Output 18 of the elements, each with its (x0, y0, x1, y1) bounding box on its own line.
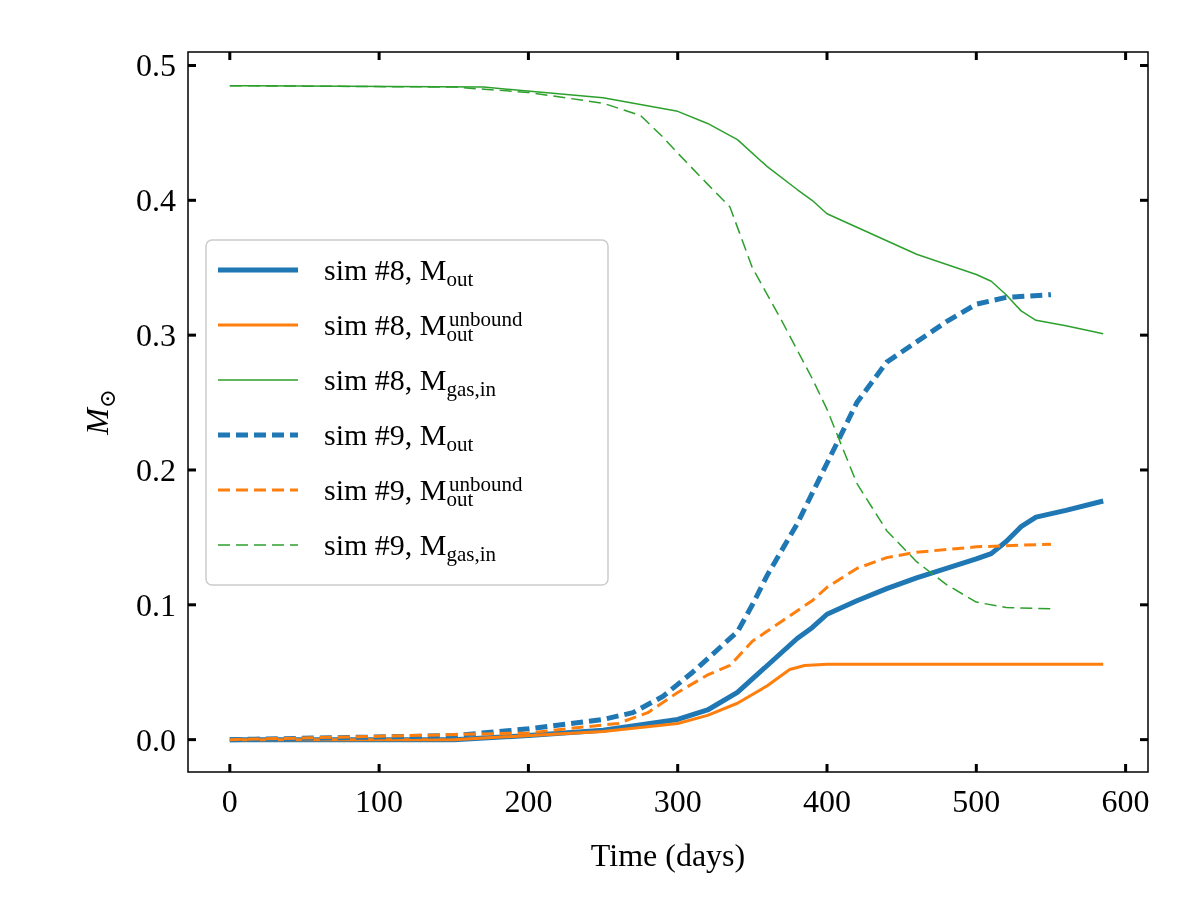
y-tick-label: 0.3 (136, 317, 176, 354)
x-tick-label: 300 (653, 783, 702, 819)
x-tick-label: 100 (355, 783, 404, 819)
legend-label: sim #9, M$_{gas,in}$ (324, 528, 497, 567)
legend-label: sim #9, M$_{out}$ (324, 418, 474, 457)
legend-label: sim #8, M$_{out}$ (324, 253, 474, 292)
x-tick-label: 0 (221, 783, 238, 819)
x-tick-label: 500 (952, 783, 1001, 819)
y-tick-label: 0.2 (136, 451, 176, 488)
x-axis-title: Time (days) (590, 837, 746, 873)
y-tick-label: 0.5 (136, 47, 176, 84)
y-tick-label: 0.4 (136, 182, 176, 219)
x-tick-label: 400 (803, 783, 851, 819)
y-tick-label: 0.1 (136, 586, 176, 623)
x-tick-label: 200 (504, 783, 553, 819)
legend-label: sim #8, M$_{gas,in}$ (324, 363, 497, 402)
x-tick-label: 600 (1101, 783, 1150, 819)
y-tick-label: 0.0 (136, 721, 176, 758)
